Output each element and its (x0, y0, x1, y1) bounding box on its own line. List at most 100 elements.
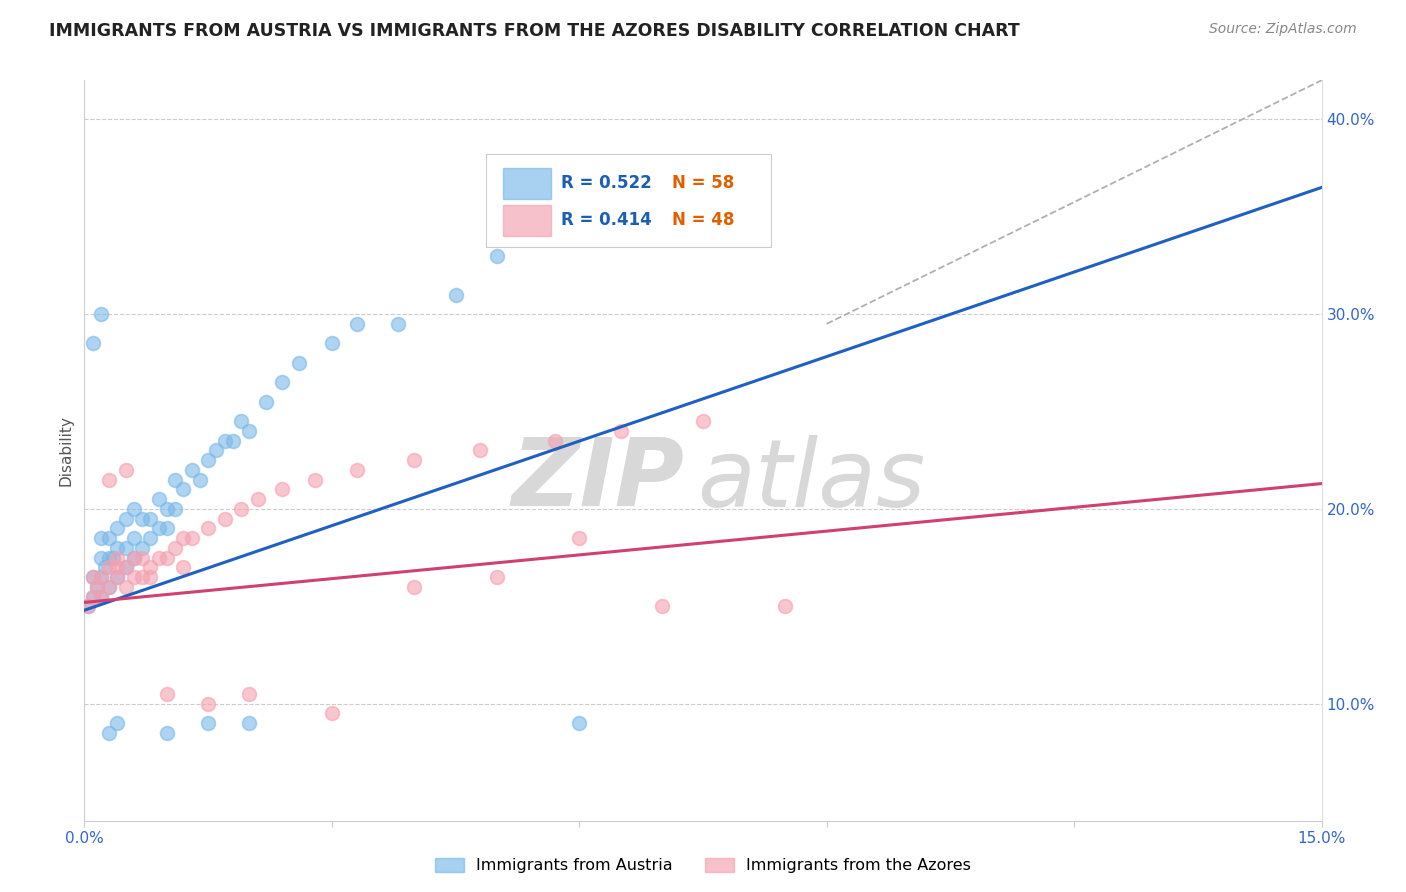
Point (148, 550, 170, 565)
FancyBboxPatch shape (502, 204, 551, 235)
Point (82, 336, 104, 351)
Point (404, 580, 426, 594)
Point (114, 541, 136, 555)
Point (180, 531, 202, 545)
Point (485, 249, 508, 263)
Point (346, 317, 368, 331)
Point (609, 424, 631, 438)
Point (346, 463, 368, 477)
Text: IMMIGRANTS FROM AUSTRIA VS IMMIGRANTS FROM THE AZORES DISABILITY CORRELATION CHA: IMMIGRANTS FROM AUSTRIA VS IMMIGRANTS FR… (49, 22, 1019, 40)
Text: N = 48: N = 48 (672, 211, 734, 229)
Point (148, 492, 170, 507)
Point (90, 531, 112, 545)
Point (180, 463, 202, 477)
Point (86, 580, 108, 594)
Point (90, 307, 112, 321)
FancyBboxPatch shape (502, 168, 551, 199)
Point (114, 511, 136, 525)
Point (568, 219, 591, 234)
Point (105, 716, 128, 731)
Point (86, 580, 108, 594)
Point (139, 511, 162, 525)
Point (139, 531, 162, 545)
Point (254, 394, 277, 409)
Text: atlas: atlas (697, 434, 925, 525)
Point (485, 570, 508, 584)
Point (321, 336, 343, 351)
Point (105, 560, 128, 574)
Point (122, 502, 145, 516)
Point (98, 560, 121, 574)
Point (229, 414, 252, 428)
Point (205, 443, 228, 458)
Point (188, 473, 211, 487)
Point (114, 560, 136, 574)
Point (470, 443, 492, 458)
Point (165, 473, 187, 487)
Point (90, 570, 112, 584)
Point (775, 599, 797, 614)
Point (148, 521, 170, 535)
Point (404, 453, 426, 467)
Point (543, 434, 565, 448)
Point (139, 560, 162, 574)
Point (131, 570, 153, 584)
Point (90, 550, 112, 565)
Point (98, 473, 121, 487)
Text: R = 0.522: R = 0.522 (561, 174, 651, 192)
Point (238, 716, 260, 731)
Point (156, 550, 179, 565)
Point (156, 502, 179, 516)
Point (98, 580, 121, 594)
Point (238, 687, 260, 701)
Point (156, 521, 179, 535)
Point (122, 570, 145, 584)
Point (156, 726, 179, 740)
Point (122, 550, 145, 565)
Point (214, 434, 236, 448)
Point (197, 697, 219, 711)
Point (692, 414, 714, 428)
Point (271, 376, 294, 390)
Point (156, 687, 179, 701)
Text: N = 58: N = 58 (672, 174, 734, 192)
Point (98, 580, 121, 594)
Point (105, 541, 128, 555)
Point (98, 726, 121, 740)
Point (568, 531, 591, 545)
Point (105, 550, 128, 565)
Point (77, 599, 100, 614)
Point (82, 590, 104, 604)
Point (197, 521, 219, 535)
Text: Source: ZipAtlas.com: Source: ZipAtlas.com (1209, 22, 1357, 37)
Point (238, 424, 260, 438)
Point (222, 434, 245, 448)
Point (77, 599, 100, 614)
Legend: Immigrants from Austria, Immigrants from the Azores: Immigrants from Austria, Immigrants from… (429, 851, 977, 880)
Point (568, 716, 591, 731)
Text: ZIP: ZIP (512, 434, 685, 526)
Point (114, 463, 136, 477)
Point (94, 560, 117, 574)
Point (103, 550, 125, 565)
Point (98, 531, 121, 545)
Point (288, 356, 311, 370)
Point (131, 511, 153, 525)
Point (82, 570, 104, 584)
Point (90, 590, 112, 604)
Point (105, 570, 128, 584)
Point (90, 590, 112, 604)
Text: R = 0.414: R = 0.414 (561, 211, 651, 229)
Point (197, 716, 219, 731)
Point (122, 550, 145, 565)
Point (131, 550, 153, 565)
Point (165, 502, 187, 516)
Point (105, 521, 128, 535)
Point (90, 570, 112, 584)
Point (122, 531, 145, 545)
Point (387, 317, 409, 331)
Point (321, 706, 343, 721)
Point (197, 453, 219, 467)
Point (131, 541, 153, 555)
Point (114, 580, 136, 594)
